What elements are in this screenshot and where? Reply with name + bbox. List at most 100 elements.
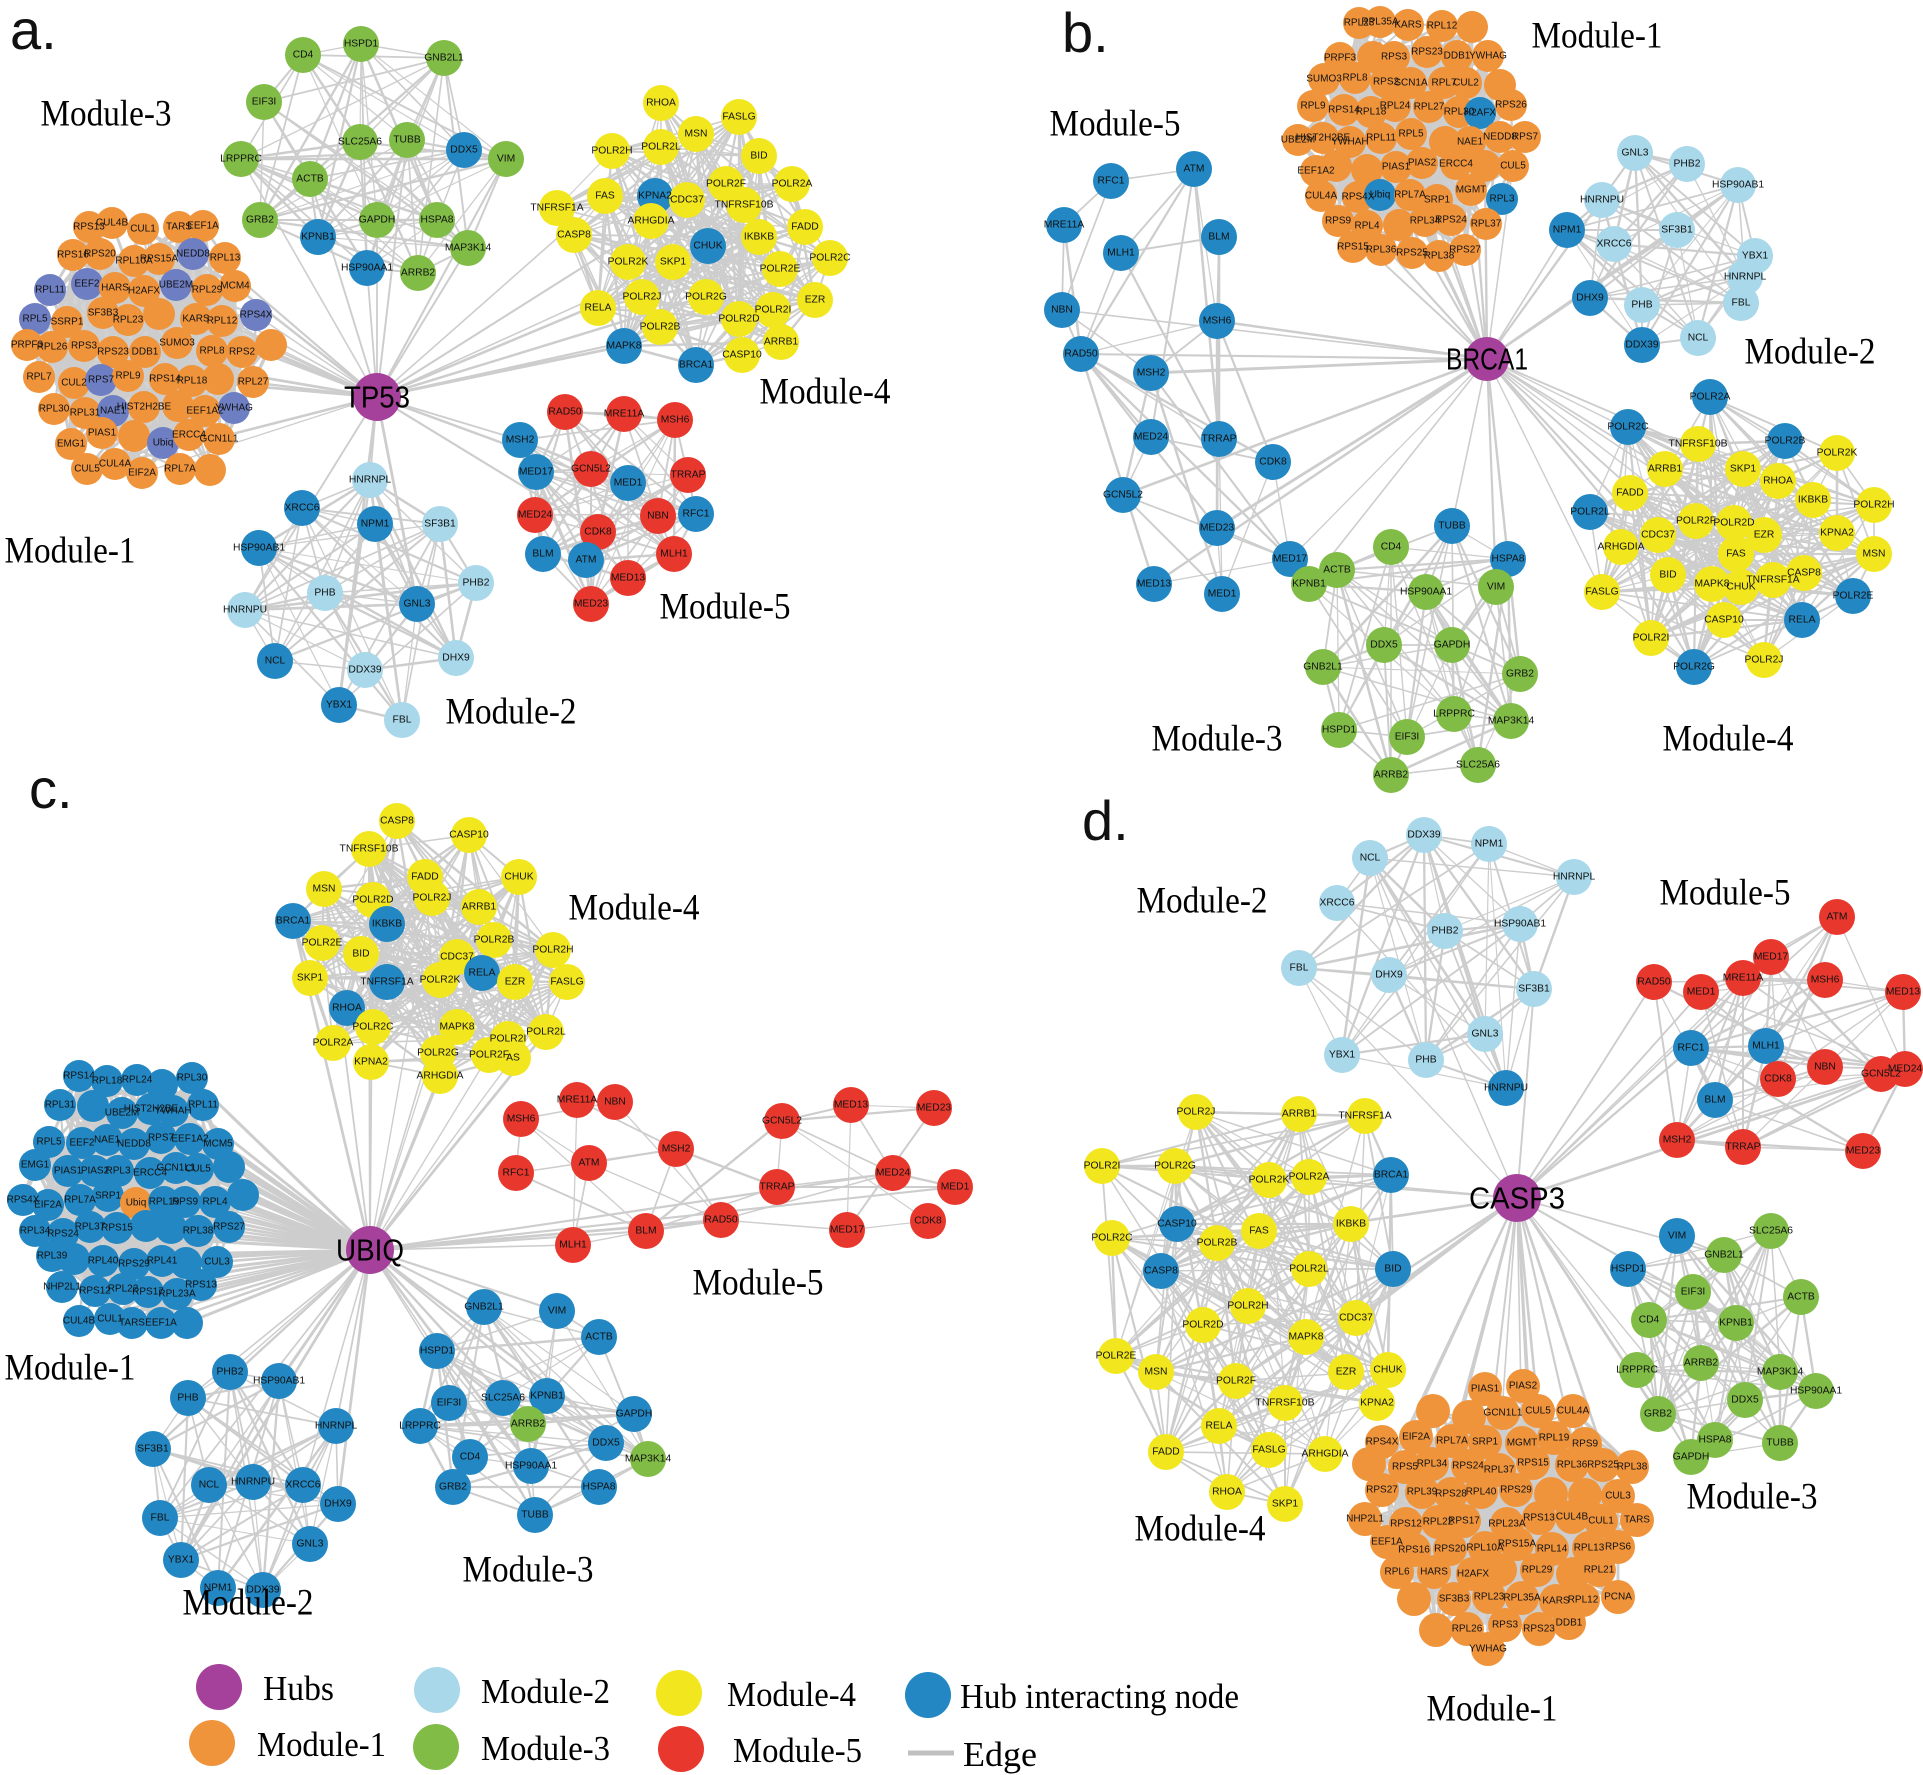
svg-text:SKP1: SKP1 xyxy=(660,257,687,268)
svg-text:HSP90AA1: HSP90AA1 xyxy=(341,263,393,274)
svg-text:RAD50: RAD50 xyxy=(1637,977,1670,988)
svg-text:CUL3: CUL3 xyxy=(204,1257,230,1268)
svg-text:LRPPRC: LRPPRC xyxy=(1433,709,1475,720)
svg-text:VIM: VIM xyxy=(548,1306,566,1317)
svg-text:HSPD1: HSPD1 xyxy=(1322,725,1357,736)
svg-text:CUL5: CUL5 xyxy=(1525,1406,1551,1417)
svg-text:HSPD1: HSPD1 xyxy=(1611,1264,1646,1275)
svg-text:Module-3: Module-3 xyxy=(1687,1477,1818,1518)
svg-text:SF3B1: SF3B1 xyxy=(1518,984,1550,995)
svg-text:CASP8: CASP8 xyxy=(1144,1266,1178,1277)
svg-text:MED1: MED1 xyxy=(941,1182,970,1193)
svg-text:KPNA2: KPNA2 xyxy=(638,191,672,202)
svg-text:MAPK8: MAPK8 xyxy=(1695,579,1730,590)
svg-text:XRCC6: XRCC6 xyxy=(1597,239,1632,250)
svg-text:MLH1: MLH1 xyxy=(660,549,688,560)
svg-text:RPL41: RPL41 xyxy=(147,1256,178,1267)
svg-text:CHUK: CHUK xyxy=(693,241,722,252)
svg-text:CUL4B: CUL4B xyxy=(96,218,129,229)
svg-text:FADD: FADD xyxy=(411,872,438,883)
svg-text:EEF1A: EEF1A xyxy=(187,221,219,232)
svg-text:ATM: ATM xyxy=(1827,912,1848,923)
svg-text:PHB: PHB xyxy=(1631,300,1652,311)
svg-text:RPL40: RPL40 xyxy=(88,1256,119,1267)
svg-text:CHUK: CHUK xyxy=(504,872,533,883)
svg-text:PIAS1: PIAS1 xyxy=(1382,162,1411,173)
svg-text:RPS27: RPS27 xyxy=(213,1222,245,1233)
svg-text:NBN: NBN xyxy=(1051,305,1073,316)
svg-text:NAE1: NAE1 xyxy=(1457,137,1484,148)
svg-text:VIM: VIM xyxy=(1487,582,1505,593)
svg-text:HSPD1: HSPD1 xyxy=(344,39,379,50)
svg-text:RELA: RELA xyxy=(1206,1421,1233,1432)
svg-text:VIM: VIM xyxy=(497,154,515,165)
svg-text:GRB2: GRB2 xyxy=(439,1482,467,1493)
svg-text:MED23: MED23 xyxy=(1846,1146,1881,1157)
svg-text:RPS14: RPS14 xyxy=(63,1071,95,1082)
svg-text:RPS5: RPS5 xyxy=(1392,1462,1419,1473)
svg-text:SLC25A6: SLC25A6 xyxy=(1456,760,1500,771)
svg-text:RHOA: RHOA xyxy=(1763,476,1793,487)
svg-text:Module-5: Module-5 xyxy=(1660,873,1791,914)
svg-text:KPNB1: KPNB1 xyxy=(301,232,335,243)
svg-text:EIF3I: EIF3I xyxy=(437,1398,462,1409)
svg-text:RPS26: RPS26 xyxy=(1495,100,1527,111)
svg-text:Module-1: Module-1 xyxy=(5,531,136,572)
svg-text:c.: c. xyxy=(29,757,73,820)
svg-text:EIF2A: EIF2A xyxy=(34,1200,62,1211)
svg-text:CUL5: CUL5 xyxy=(1500,161,1526,172)
svg-text:LRPPRC: LRPPRC xyxy=(399,1421,441,1432)
svg-text:CDK8: CDK8 xyxy=(584,527,612,538)
svg-text:UBE2M: UBE2M xyxy=(105,1108,139,1119)
svg-text:RPS24: RPS24 xyxy=(1435,215,1467,226)
svg-text:POLR2E: POLR2E xyxy=(1833,591,1874,602)
svg-text:TARS: TARS xyxy=(166,222,192,233)
svg-text:SRP1: SRP1 xyxy=(95,1191,122,1202)
svg-text:Module-2: Module-2 xyxy=(1137,881,1268,922)
svg-text:RPL18: RPL18 xyxy=(92,1076,123,1087)
svg-text:POLR2B: POLR2B xyxy=(1765,436,1806,447)
svg-text:RPL31: RPL31 xyxy=(45,1100,76,1111)
svg-text:YWHAH: YWHAH xyxy=(1331,137,1368,148)
svg-text:PHB: PHB xyxy=(177,1393,198,1404)
svg-text:SCN1A: SCN1A xyxy=(1394,78,1428,89)
svg-text:RELA: RELA xyxy=(1789,615,1816,626)
svg-text:RPL5: RPL5 xyxy=(36,1137,61,1148)
svg-text:CASP3: CASP3 xyxy=(1469,1181,1565,1216)
svg-text:KPNB1: KPNB1 xyxy=(1719,1318,1753,1329)
svg-text:RPS9: RPS9 xyxy=(1572,1439,1599,1450)
svg-text:Module-1: Module-1 xyxy=(5,1348,136,1389)
svg-text:RPS4X: RPS4X xyxy=(7,1195,40,1206)
svg-text:BID: BID xyxy=(1659,570,1676,581)
svg-text:TNFRSF1A: TNFRSF1A xyxy=(1338,1111,1391,1122)
svg-text:GNB2L1: GNB2L1 xyxy=(1704,1250,1744,1261)
svg-text:RPL24: RPL24 xyxy=(122,1075,153,1086)
svg-text:RPS6: RPS6 xyxy=(1605,1542,1632,1553)
svg-text:EIF2A: EIF2A xyxy=(1402,1432,1430,1443)
svg-text:BRCA1: BRCA1 xyxy=(1446,342,1528,377)
svg-text:BID: BID xyxy=(1384,1264,1401,1275)
svg-text:NEDD8: NEDD8 xyxy=(176,249,210,260)
svg-text:POLR2E: POLR2E xyxy=(760,264,801,275)
svg-text:MRE11A: MRE11A xyxy=(1723,973,1764,984)
svg-text:POLR2I: POLR2I xyxy=(1084,1161,1121,1172)
svg-text:RPL38: RPL38 xyxy=(183,1226,214,1237)
svg-text:RPS20: RPS20 xyxy=(84,249,116,260)
svg-text:RFC1: RFC1 xyxy=(1098,176,1125,187)
svg-text:RPL8: RPL8 xyxy=(199,346,224,357)
svg-text:YBX1: YBX1 xyxy=(326,700,353,711)
svg-text:FBL: FBL xyxy=(1290,963,1309,974)
svg-text:ERCC4: ERCC4 xyxy=(133,1168,167,1179)
svg-text:ARRB2: ARRB2 xyxy=(511,1419,546,1430)
svg-text:XRCC6: XRCC6 xyxy=(285,503,320,514)
svg-text:MED13: MED13 xyxy=(611,573,646,584)
svg-text:PCNA: PCNA xyxy=(1604,1592,1632,1603)
svg-text:HIST2H2BE: HIST2H2BE xyxy=(124,1104,179,1115)
svg-text:GRB2: GRB2 xyxy=(246,215,274,226)
svg-text:HNRNPL: HNRNPL xyxy=(1724,272,1767,283)
svg-text:MAP3K14: MAP3K14 xyxy=(625,1454,672,1465)
svg-text:RPS29: RPS29 xyxy=(1500,1485,1532,1496)
svg-text:RAD50: RAD50 xyxy=(1064,349,1097,360)
svg-text:HSP90AB1: HSP90AB1 xyxy=(1712,180,1764,191)
svg-text:RPL31: RPL31 xyxy=(70,408,101,419)
